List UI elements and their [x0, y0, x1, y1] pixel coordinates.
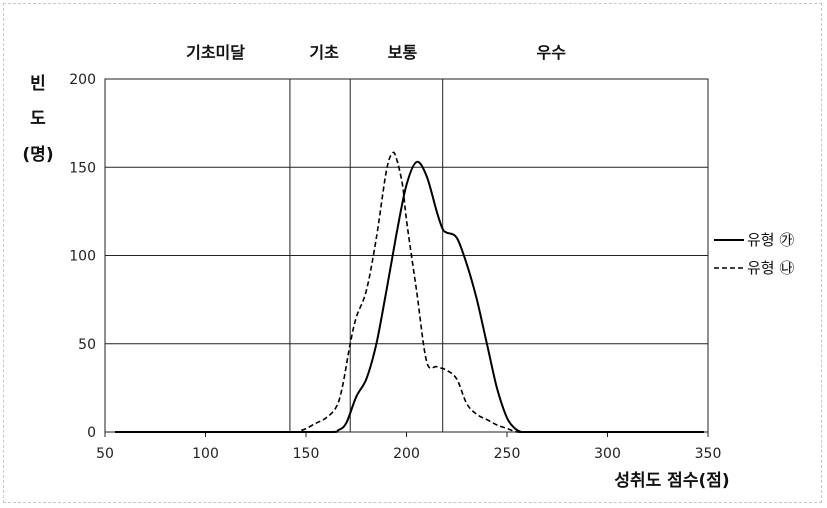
grid-layer [105, 78, 708, 433]
band-label-2: 기초 [309, 43, 339, 62]
chart-frame [3, 3, 822, 503]
x-tick-label-100: 100 [192, 446, 219, 462]
series-layer [114, 151, 704, 434]
y-axis-title-part-1: 빈 [30, 74, 46, 94]
y-axis-title-part-3: (명) [22, 145, 53, 165]
y-tick-label-100: 100 [69, 249, 96, 265]
legend-label-1: 유형 ㉮ [747, 231, 794, 249]
x-tick-label-50: 50 [96, 446, 114, 462]
legend: 유형 ㉮ 유형 ㉯ [714, 231, 794, 277]
legend-label-2: 유형 ㉯ [747, 259, 794, 277]
x-tick-label-350: 350 [695, 446, 722, 462]
x-tick-label-150: 150 [293, 446, 320, 462]
band-label-1: 기초미달 [186, 43, 245, 62]
series-line-2 [114, 151, 704, 433]
y-axis-title-part-2: 도 [30, 109, 46, 129]
x-tick-label-200: 200 [393, 446, 420, 462]
y-tick-label-50: 50 [78, 337, 96, 353]
band-label-4: 우수 [536, 43, 566, 62]
x-tick-label-250: 250 [494, 446, 521, 462]
x-axis-title: 성취도 점수(점) [614, 470, 729, 491]
band-label-3: 보통 [388, 43, 418, 62]
y-tick-label-150: 150 [69, 160, 96, 176]
y-tick-label-0: 0 [87, 425, 96, 441]
y-tick-label-200: 200 [69, 72, 96, 88]
axis-layer [104, 78, 709, 437]
series-line-1 [114, 160, 704, 434]
cutoff-lines [289, 79, 444, 432]
x-tick-label-300: 300 [594, 446, 621, 462]
